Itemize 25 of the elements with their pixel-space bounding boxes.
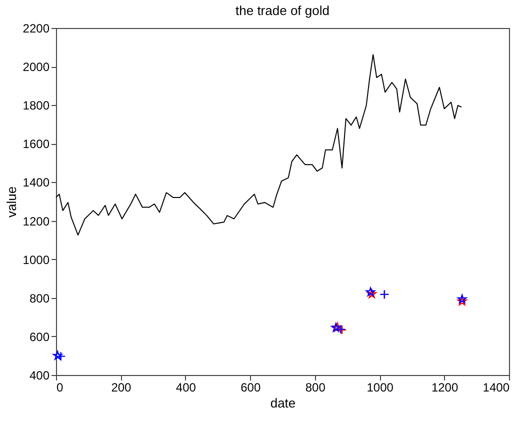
x-tick-label: 600 bbox=[240, 380, 261, 394]
y-tick-label: 1200 bbox=[22, 214, 50, 228]
x-tick-label: 800 bbox=[305, 380, 326, 394]
x-tick-label: 1400 bbox=[482, 380, 510, 394]
x-tick-label: 0 bbox=[56, 380, 64, 394]
y-tick-label: 1400 bbox=[22, 176, 50, 190]
x-tick-label: 400 bbox=[176, 380, 196, 394]
y-tick-label: 1600 bbox=[22, 137, 50, 152]
x-tick-label: 1000 bbox=[366, 380, 394, 394]
y-tick-label: 800 bbox=[29, 291, 50, 306]
y-tick-label: 2000 bbox=[22, 60, 50, 74]
y-tick-label: 2200 bbox=[22, 22, 50, 36]
y-tick-label: 1800 bbox=[22, 98, 50, 113]
x-axis-title: date bbox=[270, 396, 296, 410]
point bbox=[366, 287, 376, 296]
x-tick-label: 1200 bbox=[431, 380, 458, 394]
y-tick-label: 600 bbox=[29, 330, 50, 344]
x-tick-label: 200 bbox=[111, 380, 132, 394]
line-series bbox=[56, 54, 462, 236]
y-tick-label: 400 bbox=[29, 368, 50, 382]
point bbox=[367, 289, 376, 298]
chart-title: the trade of gold bbox=[236, 3, 330, 18]
y-axis-title: value bbox=[4, 186, 19, 218]
point bbox=[332, 322, 342, 332]
y-tick-label: 1000 bbox=[22, 252, 50, 267]
